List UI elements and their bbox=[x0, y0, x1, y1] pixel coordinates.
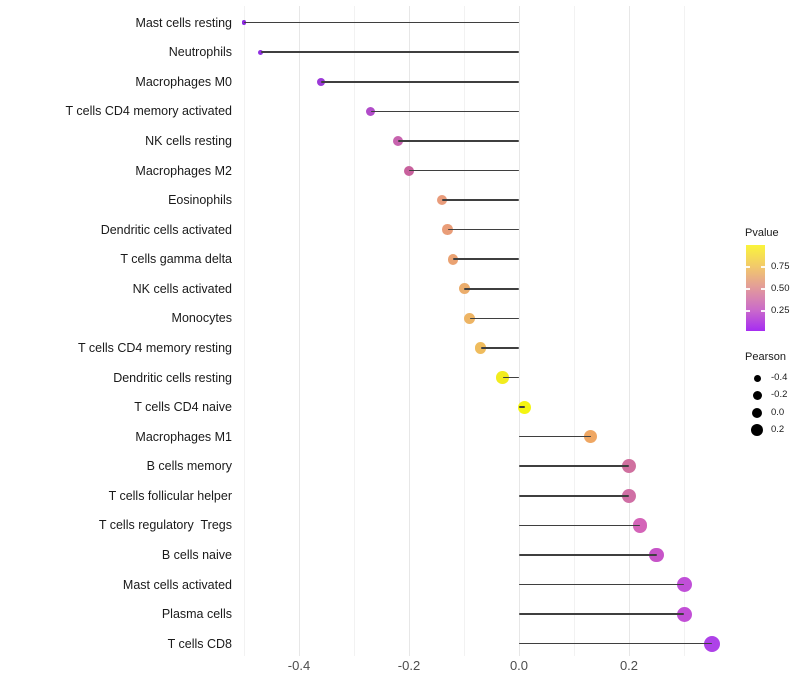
pvalue-tick-mark bbox=[746, 309, 750, 312]
category-label: Dendritic cells activated bbox=[100, 222, 232, 237]
lollipop-dot bbox=[518, 400, 531, 414]
lollipop-stem bbox=[260, 51, 519, 54]
category-label: Macrophages M0 bbox=[135, 74, 232, 89]
category-label: Plasma cells bbox=[161, 607, 232, 622]
category-label: B cells naive bbox=[161, 547, 232, 562]
lollipop-stem bbox=[502, 376, 519, 379]
pearson-legend-dot bbox=[751, 424, 763, 437]
x-tick-label: 0.0 bbox=[509, 658, 529, 673]
category-label: Mast cells activated bbox=[122, 577, 232, 592]
x-tick-label: -0.2 bbox=[397, 658, 421, 673]
lollipop-stem bbox=[519, 642, 712, 645]
lollipop-dot bbox=[676, 577, 692, 593]
pearson-legend-label: 0.2 bbox=[771, 424, 785, 436]
category-label: Eosinophils bbox=[168, 193, 232, 208]
lollipop-stem bbox=[519, 613, 684, 615]
lollipop-stem bbox=[519, 406, 525, 408]
lollipop-stem bbox=[447, 228, 519, 231]
pearson-legend-dot bbox=[752, 390, 762, 400]
lollipop-stem bbox=[398, 140, 519, 142]
gridline-minor bbox=[463, 6, 465, 656]
category-label: T cells CD4 memory activated bbox=[65, 104, 233, 119]
pvalue-tick-mark bbox=[746, 265, 750, 268]
lollipop-stem bbox=[464, 288, 519, 290]
category-label: Monocytes bbox=[171, 311, 232, 326]
pvalue-gradient-bar bbox=[746, 245, 765, 331]
pvalue-tick-label: 0.50 bbox=[771, 282, 790, 294]
category-label: Mast cells resting bbox=[135, 15, 232, 30]
category-label: NK cells resting bbox=[145, 133, 232, 148]
lollipop-stem bbox=[469, 317, 519, 320]
x-tick-label: 0.2 bbox=[619, 658, 639, 673]
gridline-major bbox=[628, 6, 630, 656]
category-label: T cells CD4 memory resting bbox=[78, 340, 232, 355]
lollipop-dot bbox=[622, 488, 636, 503]
category-label: T cells CD8 bbox=[167, 636, 232, 651]
pvalue-tick-mark bbox=[761, 309, 765, 312]
lollipop-stem bbox=[480, 347, 519, 349]
pearson-legend-label: -0.2 bbox=[771, 389, 788, 401]
category-label: T cells gamma delta bbox=[120, 252, 232, 267]
pearson-legend-title: Pearson bbox=[745, 351, 786, 363]
gridline-major bbox=[518, 6, 520, 656]
gridline-major bbox=[408, 6, 410, 656]
lollipop-stem bbox=[409, 169, 519, 172]
lollipop-dot bbox=[583, 429, 598, 444]
category-label: T cells follicular helper bbox=[108, 488, 232, 503]
lollipop-dot bbox=[703, 635, 720, 652]
category-label: B cells memory bbox=[146, 459, 232, 474]
category-label: Neutrophils bbox=[168, 45, 232, 60]
gridline-minor bbox=[683, 6, 685, 656]
lollipop-stem bbox=[519, 583, 684, 586]
pvalue-tick-mark bbox=[761, 287, 765, 290]
category-label: NK cells activated bbox=[132, 281, 232, 296]
pvalue-legend-title: Pvalue bbox=[745, 227, 779, 239]
x-tick-label: -0.4 bbox=[287, 658, 311, 673]
lollipop-stem bbox=[244, 21, 519, 24]
pearson-legend-label: 0.0 bbox=[771, 406, 785, 418]
pearson-legend-dot bbox=[753, 374, 761, 382]
lollipop-stem bbox=[442, 199, 519, 201]
lollipop-stem bbox=[519, 524, 640, 527]
pvalue-tick-label: 0.75 bbox=[771, 260, 790, 272]
category-label: Macrophages M2 bbox=[135, 163, 232, 178]
lollipop-stem bbox=[370, 110, 519, 113]
gridline-minor bbox=[353, 6, 355, 656]
lollipop-dot bbox=[676, 606, 692, 622]
category-label: Macrophages M1 bbox=[135, 429, 232, 444]
pearson-legend-label: -0.4 bbox=[771, 372, 788, 383]
gridline-minor bbox=[243, 6, 245, 656]
lollipop-dot bbox=[622, 459, 636, 474]
lollipop-stem bbox=[519, 554, 657, 556]
lollipop-stem bbox=[453, 258, 519, 261]
pvalue-tick-label: 0.25 bbox=[771, 304, 790, 316]
pearson-legend-dot bbox=[751, 407, 763, 419]
gridline-major bbox=[298, 6, 300, 656]
pvalue-tick-mark bbox=[761, 265, 765, 268]
lollipop-stem bbox=[321, 81, 519, 83]
pvalue-tick-mark bbox=[746, 287, 750, 290]
lollipop-stem bbox=[519, 465, 629, 468]
gridline-minor bbox=[573, 6, 575, 656]
lollipop-stem bbox=[519, 435, 591, 438]
category-label: T cells CD4 naive bbox=[134, 400, 232, 415]
category-label: T cells regulatory Tregs bbox=[98, 518, 232, 533]
lollipop-stem bbox=[519, 495, 629, 497]
category-label: Dendritic cells resting bbox=[113, 370, 232, 385]
